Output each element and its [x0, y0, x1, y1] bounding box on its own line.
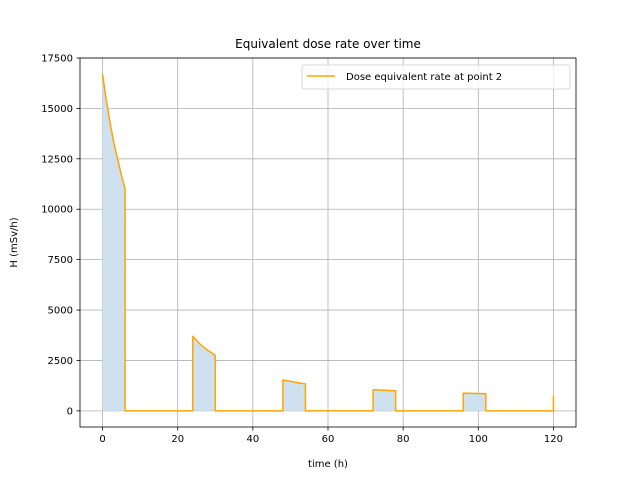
legend-label: Dose equivalent rate at point 2	[346, 72, 502, 83]
x-tick-label: 100	[469, 434, 488, 445]
y-tick-label: 17500	[41, 54, 73, 65]
y-axis-label: H (mSv/h)	[9, 217, 20, 267]
grid	[80, 57, 576, 427]
x-tick-label: 120	[544, 434, 563, 445]
y-axis: 0 2500 5000 7500 10000 12500 15000 17500	[41, 54, 80, 417]
y-tick-label: 12500	[41, 154, 73, 165]
series-line	[101, 74, 555, 412]
y-tick-label: 7500	[48, 255, 73, 266]
y-tick-label: 0	[67, 406, 73, 417]
x-tick-label: 80	[397, 434, 410, 445]
x-tick-label: 20	[171, 434, 184, 445]
y-tick-label: 15000	[41, 104, 73, 115]
x-axis: 0 20 40 60 80 100 120	[99, 427, 563, 445]
legend: Dose equivalent rate at point 2	[301, 64, 571, 90]
x-tick-label: 40	[246, 434, 259, 445]
x-axis-label: time (h)	[308, 459, 348, 470]
y-tick-label: 10000	[41, 205, 73, 216]
x-tick-label: 0	[99, 434, 105, 445]
y-tick-label: 2500	[48, 356, 73, 367]
x-tick-label: 60	[322, 434, 335, 445]
chart-title: Equivalent dose rate over time	[235, 37, 421, 51]
y-tick-label: 5000	[48, 306, 73, 317]
legend-box	[301, 64, 571, 90]
